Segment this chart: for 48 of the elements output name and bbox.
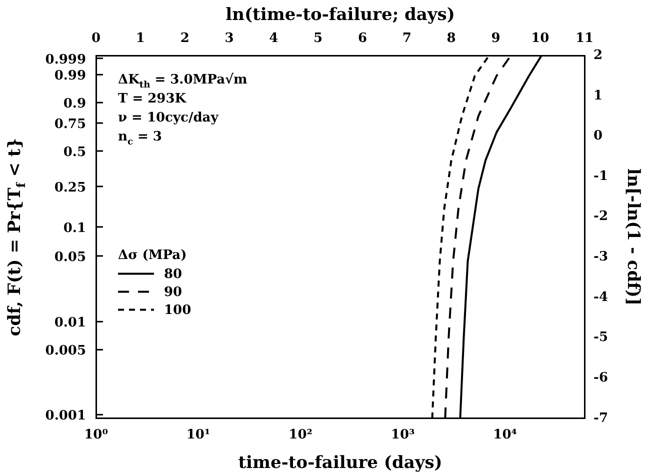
text: 0.5: [63, 144, 86, 160]
x-axis-title: time-to-failure (days): [238, 453, 442, 473]
x-tick-label: 10⁰: [84, 428, 108, 443]
text: 0.75: [54, 117, 86, 132]
y-tick-label: -1: [594, 168, 608, 184]
x2-tick-label: 3: [224, 31, 234, 46]
x2-tick-label: 4: [269, 31, 278, 46]
text: 0.9: [63, 96, 86, 112]
x2-axis-title: ln(time-to-failure; days): [226, 5, 455, 25]
text: 0.001: [45, 408, 86, 424]
x2-tick-label: 0: [91, 31, 101, 46]
x2-tick-label: 1: [136, 31, 145, 46]
y-tick-label: 2: [594, 48, 603, 63]
y2-axis-title: cdf, F(t) = Pr{Tf < t}: [5, 138, 28, 336]
text: 0.25: [54, 180, 86, 196]
y-tick-label: -3: [594, 250, 608, 265]
x-tick-label: 10⁴: [493, 428, 518, 443]
x-tick-label: 10¹: [186, 428, 210, 443]
x2-tick-label: 10: [531, 31, 550, 46]
x2-tick-label: 7: [402, 31, 412, 46]
text: 0.01: [54, 316, 86, 331]
legend-label: 90: [164, 284, 182, 300]
y-tick-label: 1: [594, 88, 603, 104]
y-tick-label: -7: [594, 410, 608, 426]
text: 0.99: [54, 68, 86, 84]
x2-tick-label: 5: [314, 31, 323, 46]
text: 0.005: [45, 344, 86, 359]
annotation: ν = 10cyc/day: [118, 110, 219, 126]
legend-label: 100: [164, 302, 192, 318]
text: 0.999: [45, 52, 86, 68]
x-tick-label: 10²: [288, 428, 312, 443]
legend-label: 80: [164, 266, 182, 282]
x2-tick-label: 11: [576, 31, 594, 46]
x2-tick-label: 9: [491, 31, 500, 46]
y-tick-label: -5: [594, 330, 608, 346]
y-tick-label: -2: [594, 209, 608, 224]
annotation: T = 293K: [118, 92, 187, 107]
y-tick-label: -4: [594, 290, 608, 305]
x2-tick-label: 6: [358, 31, 368, 46]
text: 0.1: [63, 220, 86, 236]
y-axis-title: ln[-ln(1 - cdf)]: [623, 168, 643, 306]
x-tick-label: 10³: [390, 428, 415, 443]
y-tick-label: -6: [594, 370, 608, 386]
y-tick-label: 0: [594, 128, 603, 144]
text: 0.05: [54, 250, 86, 265]
legend-title: Δσ (MPa): [118, 248, 187, 263]
x2-tick-label: 2: [180, 31, 190, 46]
x2-tick-label: 8: [446, 31, 456, 46]
